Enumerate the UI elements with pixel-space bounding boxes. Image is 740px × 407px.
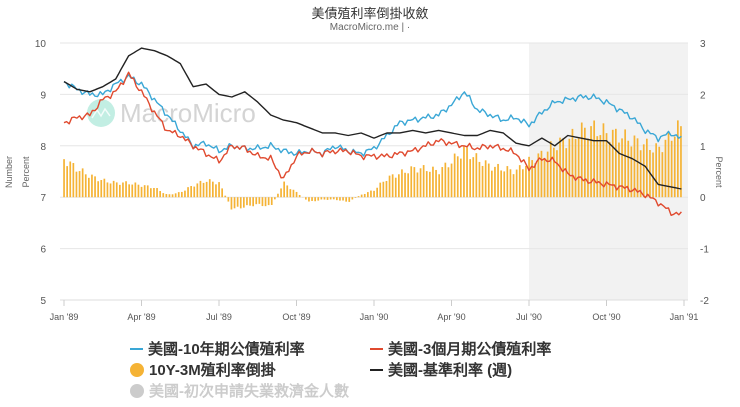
- dot-marker-icon: [130, 362, 144, 377]
- y-left-label-percent: Percent: [21, 156, 31, 188]
- gridlines: [60, 42, 688, 250]
- legend-label: 10Y-3M殖利率倒掛: [149, 362, 276, 379]
- legend-label: 美國-3個月期公債殖利率: [388, 341, 552, 358]
- y-left-label-number: Number: [4, 156, 14, 188]
- series-lines: [63, 47, 682, 217]
- svg-text:Jan '91: Jan '91: [670, 312, 699, 322]
- legend-item-fed-rate[interactable]: 美國-基準利率 (週): [370, 359, 512, 380]
- legend-item-3m-yield[interactable]: 美國-3個月期公債殖利率: [370, 338, 551, 359]
- svg-text:10: 10: [35, 39, 47, 50]
- spread-bars: [63, 120, 682, 210]
- chart-plot: MacroMicro 5 6 7 8 9 10 -2 -1 0 1 2 3 Jan '89 Apr '89…: [4, 39, 724, 322]
- svg-text:2: 2: [700, 90, 706, 101]
- chart-subtitle: MacroMicro.me | ·: [329, 22, 411, 33]
- legend-label: 美國-10年期公債殖利率: [148, 341, 305, 358]
- svg-text:3: 3: [700, 39, 706, 50]
- legend-item-spread[interactable]: 10Y-3M殖利率倒掛: [130, 359, 276, 380]
- svg-text:6: 6: [40, 245, 46, 256]
- axes: 5 6 7 8 9 10 -2 -1 0 1 2 3 Jan '89 Apr '89 Jul '89 Oct …: [35, 39, 709, 322]
- legend-item-10y-yield[interactable]: 美國-10年期公債殖利率: [130, 338, 305, 359]
- legend-item-jobless-claims[interactable]: 美國-初次申請失業救濟金人數: [130, 380, 349, 401]
- svg-text:-1: -1: [700, 245, 709, 256]
- dot-marker-icon: [130, 383, 144, 398]
- svg-text:5: 5: [40, 296, 46, 307]
- chart-title: 美債殖利率倒掛收斂: [311, 6, 429, 21]
- legend-label: 美國-基準利率 (週): [388, 362, 513, 379]
- y-right-label-percent: Percent: [714, 156, 724, 188]
- line-marker-icon: [130, 347, 143, 350]
- svg-text:0: 0: [700, 193, 706, 204]
- watermark-logo-icon: [87, 99, 115, 127]
- svg-text:1: 1: [700, 142, 706, 153]
- svg-text:Oct '89: Oct '89: [282, 312, 310, 322]
- svg-text:-2: -2: [700, 296, 709, 307]
- shaded-region: [529, 43, 688, 300]
- legend-label: 美國-初次申請失業救濟金人數: [149, 383, 349, 400]
- line-marker-icon: [370, 368, 383, 371]
- watermark-text: MacroMicro: [120, 98, 256, 128]
- svg-text:Jan '90: Jan '90: [360, 312, 389, 322]
- macromicro-watermark: MacroMicro: [87, 98, 256, 128]
- line-marker-icon: [370, 347, 383, 350]
- svg-text:Apr '89: Apr '89: [127, 312, 155, 322]
- svg-text:7: 7: [40, 193, 46, 204]
- svg-text:Apr '90: Apr '90: [437, 312, 465, 322]
- svg-text:Oct '90: Oct '90: [592, 312, 620, 322]
- svg-text:8: 8: [40, 142, 46, 153]
- svg-text:9: 9: [40, 90, 46, 101]
- svg-text:Jul '90: Jul '90: [516, 312, 542, 322]
- svg-text:Jan '89: Jan '89: [50, 312, 79, 322]
- svg-text:Jul '89: Jul '89: [206, 312, 232, 322]
